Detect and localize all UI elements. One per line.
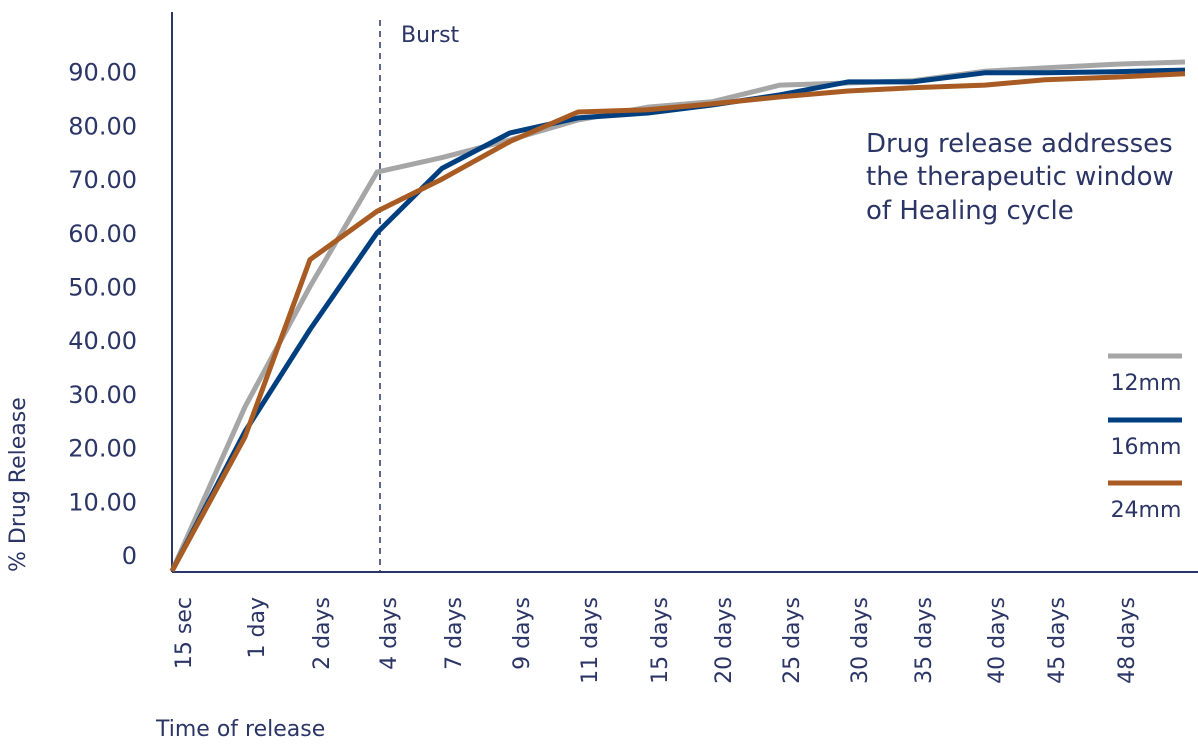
x-tick-label: 20 days	[712, 597, 737, 684]
legend-label-24mm: 24mm	[1111, 498, 1182, 523]
x-tick-label: 40 days	[985, 597, 1010, 684]
x-tick-label: 35 days	[912, 597, 937, 684]
x-tick-label: 7 days	[442, 597, 467, 670]
y-tick-label: 50.00	[68, 274, 137, 302]
y-tick-label: 40.00	[68, 327, 137, 355]
y-tick-label: 60.00	[68, 220, 137, 248]
y-tick-label: 70.00	[68, 166, 137, 194]
annotation-line-1: Drug release addresses	[866, 129, 1173, 159]
x-tick-label: 25 days	[780, 597, 805, 684]
x-tick-label: 11 days	[578, 597, 603, 684]
annotation-line-2: the therapeutic window	[866, 162, 1174, 192]
x-tick-label: 30 days	[848, 597, 873, 684]
legend-label-12mm: 12mm	[1111, 371, 1182, 396]
y-tick-label: 10.00	[68, 488, 137, 516]
burst-label: Burst	[401, 23, 460, 48]
x-tick-label: 1 day	[245, 597, 270, 658]
legend-label-16mm: 16mm	[1111, 435, 1182, 460]
y-tick-label: 80.00	[68, 112, 137, 140]
y-tick-label: 20.00	[68, 435, 137, 463]
x-tick-label: 9 days	[510, 597, 535, 670]
x-axis-label: Time of release	[155, 717, 325, 742]
y-tick-label: 30.00	[68, 381, 137, 409]
y-tick-label: 0	[122, 542, 137, 570]
y-tick-label: 90.00	[68, 59, 137, 87]
x-tick-label: 2 days	[310, 597, 335, 670]
annotation-line-3: of Healing cycle	[866, 196, 1074, 226]
x-tick-label: 15 days	[648, 597, 673, 684]
x-tick-label: 45 days	[1045, 597, 1070, 684]
y-axis-label: % Drug Release	[6, 397, 31, 572]
x-tick-label: 15 sec	[172, 597, 197, 669]
x-tick-label: 4 days	[377, 597, 402, 670]
series-line-24mm	[169, 71, 1186, 573]
x-tick-label: 48 days	[1115, 597, 1140, 684]
